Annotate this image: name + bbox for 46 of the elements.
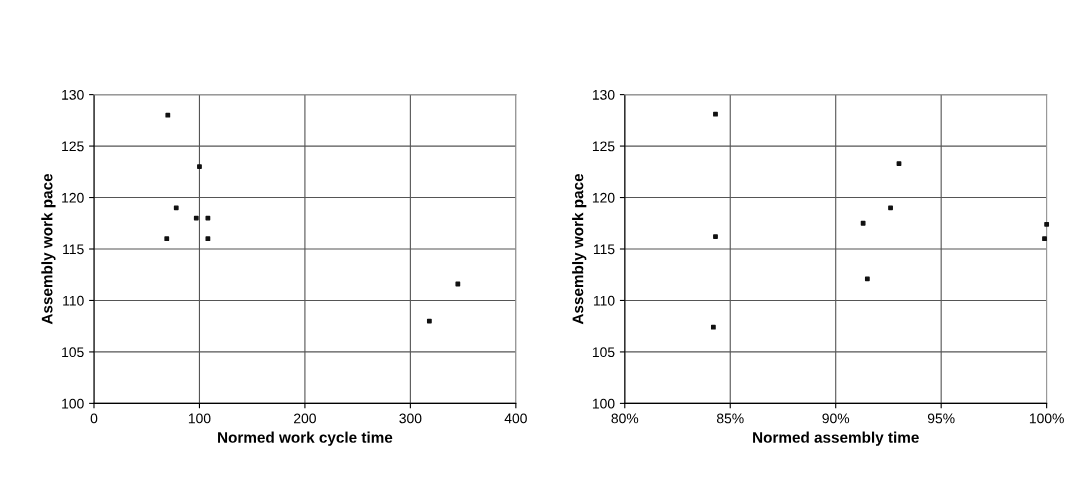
- x-tick-label: 400: [504, 413, 527, 424]
- y-tick-label: 115: [63, 244, 84, 255]
- point: [896, 161, 902, 166]
- x-tick-label: 300: [399, 413, 422, 424]
- point: [1042, 236, 1047, 242]
- y-tick-label: 110: [63, 295, 84, 306]
- y-tick-label: 100: [592, 398, 615, 409]
- point: [205, 215, 211, 221]
- y-tick-label: 110: [593, 295, 615, 306]
- point: [713, 234, 718, 240]
- y-axis-title: Assembly work pace: [572, 173, 587, 325]
- x-axis-title: Normed work cycle time: [218, 431, 393, 446]
- point: [193, 215, 199, 221]
- y-tick-label: 130: [592, 89, 615, 100]
- x-tick-label: 0: [90, 413, 98, 424]
- point: [455, 281, 461, 287]
- point: [205, 236, 211, 242]
- x-tick-label: 95%: [927, 413, 955, 424]
- point: [864, 276, 870, 282]
- y-tick-label: 120: [592, 192, 615, 203]
- y-tick-label: 115: [593, 244, 615, 255]
- y-tick-label: 100: [62, 398, 84, 409]
- x-tick-label: 200: [294, 413, 316, 424]
- x-tick-label: 85%: [716, 413, 744, 424]
- y-axis-title: Assembly work pace: [41, 173, 56, 325]
- y-tick-label: 125: [62, 141, 84, 152]
- point: [713, 111, 718, 117]
- point: [173, 205, 179, 211]
- y-tick-label: 105: [62, 347, 84, 358]
- y-tick-label: 120: [62, 192, 84, 203]
- x-axis-title: Normed assembly time: [753, 431, 919, 446]
- point: [165, 112, 171, 118]
- y-tick-label: 125: [592, 141, 615, 152]
- point: [888, 205, 893, 211]
- point: [197, 164, 202, 170]
- point: [860, 220, 866, 226]
- x-tick-label: 100%: [1029, 413, 1064, 424]
- point: [426, 318, 432, 324]
- y-tick-label: 105: [592, 347, 615, 358]
- x-tick-label: 80%: [611, 413, 639, 424]
- y-tick-label: 130: [62, 89, 84, 100]
- point: [1044, 221, 1050, 227]
- point: [710, 324, 716, 330]
- point: [164, 236, 170, 242]
- x-tick-label: 100: [188, 413, 211, 424]
- x-tick-label: 90%: [822, 413, 850, 424]
